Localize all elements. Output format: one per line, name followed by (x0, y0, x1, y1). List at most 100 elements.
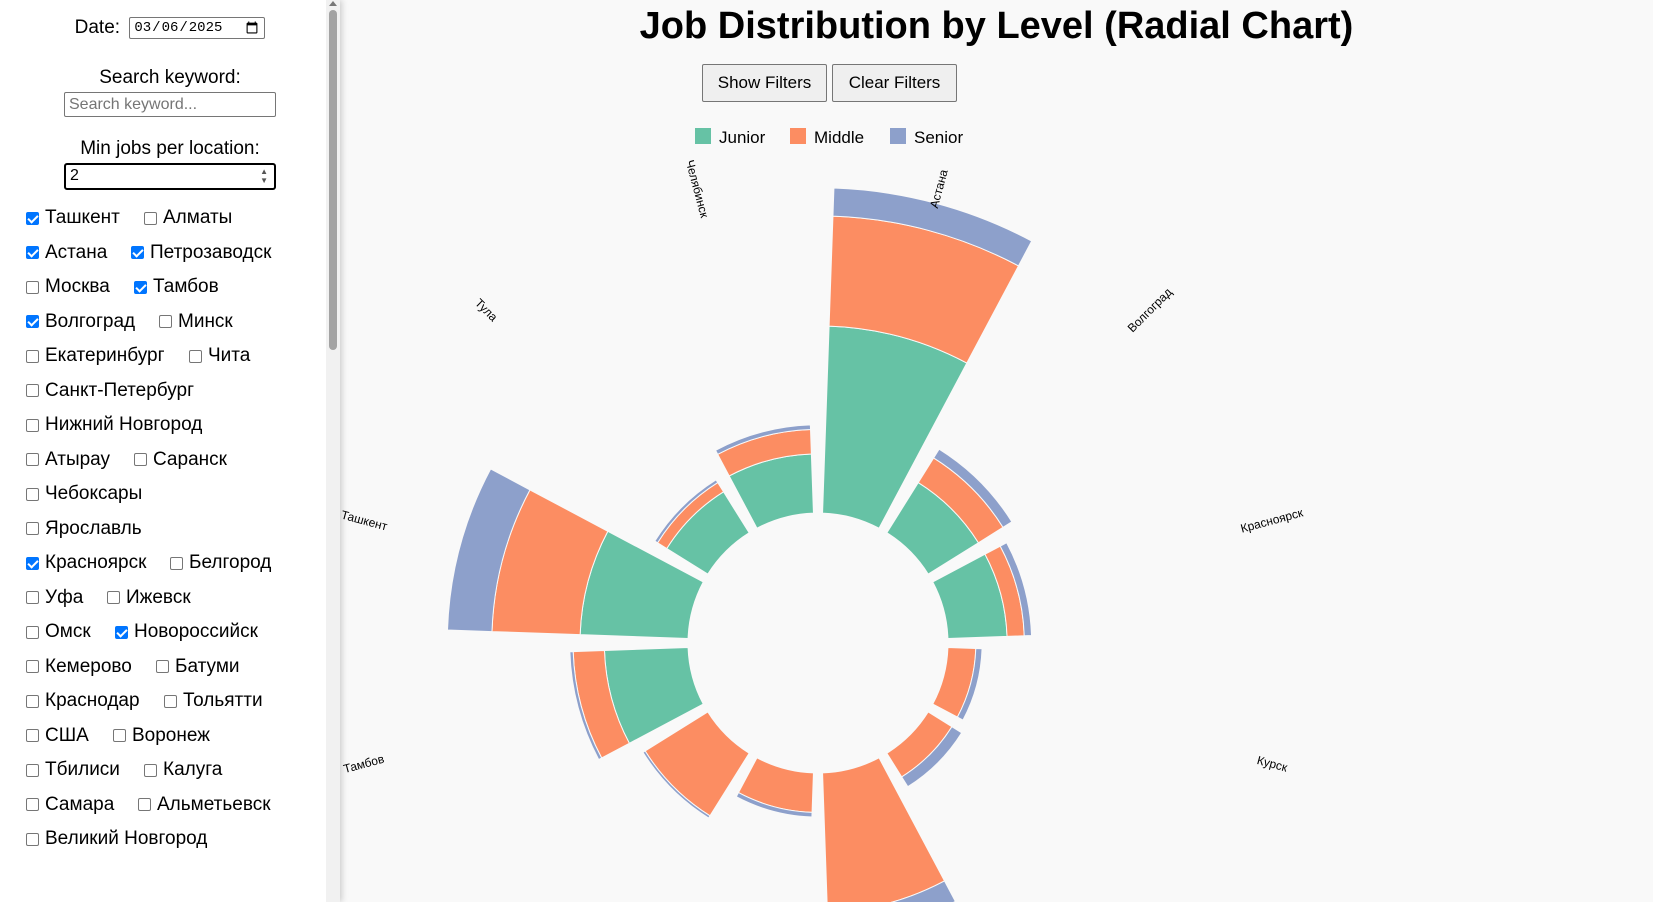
checkbox-unchecked-icon[interactable] (26, 660, 39, 673)
checkbox-checked-icon[interactable] (26, 315, 39, 328)
bar-segment-middle[interactable] (737, 757, 814, 813)
checkbox-unchecked-icon[interactable] (26, 522, 39, 535)
checkbox-unchecked-icon[interactable] (26, 453, 39, 466)
checkbox-unchecked-icon[interactable] (170, 556, 183, 570)
checkbox-unchecked-icon[interactable] (26, 349, 39, 363)
location-checkbox[interactable]: Тамбов (134, 276, 219, 298)
location-checkbox[interactable]: Тольятти (164, 690, 263, 712)
location-checkbox[interactable]: Белгород (170, 552, 271, 574)
location-checkbox[interactable]: Чебоксары (26, 483, 142, 505)
checkbox-unchecked-icon[interactable] (26, 625, 39, 639)
checkbox-unchecked-icon[interactable] (26, 280, 39, 294)
bar-segment-middle[interactable] (644, 711, 750, 817)
location-checkbox[interactable]: Калуга (144, 759, 222, 781)
checkbox-checked-icon[interactable] (131, 246, 144, 259)
checkbox-unchecked-icon[interactable] (156, 660, 169, 673)
location-checkbox[interactable]: Санкт-Петербург (26, 380, 194, 402)
bar-segment-senior[interactable] (999, 542, 1033, 637)
checkbox-unchecked-icon[interactable] (159, 315, 172, 328)
location-checkbox[interactable]: Екатеринбург (26, 345, 165, 367)
checkbox-unchecked-icon[interactable] (144, 763, 157, 777)
checkbox-checked-icon[interactable] (134, 280, 147, 294)
checkbox-unchecked-icon[interactable] (26, 487, 39, 501)
legend-swatch-junior (695, 128, 711, 144)
bar-segment-senior[interactable] (956, 648, 983, 721)
filters-sidebar: Date: Search keyword: Min jobs per locat… (0, 0, 340, 902)
sidebar-scrollbar[interactable] (326, 0, 340, 902)
location-label: Алматы (163, 207, 233, 228)
bar-segment-senior[interactable] (932, 448, 1013, 529)
bar-segment-senior[interactable] (569, 651, 603, 761)
location-checkbox[interactable]: Батуми (156, 656, 240, 678)
checkbox-unchecked-icon[interactable] (134, 453, 147, 466)
location-label: Минск (178, 310, 233, 332)
bar-segment-senior[interactable] (827, 880, 957, 902)
bar-segment-senior[interactable] (900, 725, 963, 788)
checkbox-checked-icon[interactable] (26, 556, 39, 570)
bar-segment-middle[interactable] (822, 757, 946, 902)
checkbox-unchecked-icon[interactable] (107, 591, 120, 604)
location-checkbox[interactable]: Ижевск (107, 587, 191, 609)
spinner-arrows-icon[interactable]: ▲ ▼ (260, 167, 268, 185)
checkbox-unchecked-icon[interactable] (189, 349, 202, 363)
show-filters-button[interactable]: Show Filters (702, 64, 827, 102)
bar-segment-senior[interactable] (714, 424, 812, 456)
location-checkbox[interactable]: США (26, 725, 89, 747)
checkbox-unchecked-icon[interactable] (26, 591, 39, 604)
location-checkbox[interactable]: Нижний Новгород (26, 414, 202, 436)
location-label: Санкт-Петербург (45, 379, 195, 401)
location-checkbox[interactable]: Саранск (134, 449, 227, 471)
location-checkbox[interactable]: Кемерово (26, 656, 132, 678)
bar-segment-senior[interactable] (642, 750, 711, 819)
location-checkbox[interactable]: Чита (189, 345, 250, 367)
location-checkbox[interactable]: Тбилиси (26, 759, 120, 781)
location-checkbox[interactable]: Астана (26, 242, 107, 264)
checkbox-checked-icon[interactable] (115, 625, 128, 639)
location-checkbox[interactable]: Омск (26, 621, 91, 643)
location-checkbox[interactable]: Новороссийск (115, 621, 258, 643)
bar-segment-senior[interactable] (735, 791, 813, 818)
location-label: Великий Новгород (45, 828, 208, 849)
checkbox-unchecked-icon[interactable] (26, 694, 39, 708)
location-checkbox[interactable]: Красноярск (26, 552, 146, 574)
location-label: Краснодар (45, 690, 140, 711)
location-checkbox[interactable]: Альметьевск (138, 794, 271, 816)
keyword-input[interactable] (64, 92, 276, 117)
checkbox-checked-icon[interactable] (26, 246, 39, 259)
clear-filters-button[interactable]: Clear Filters (832, 64, 957, 102)
location-checkbox[interactable]: Краснодар (26, 690, 140, 712)
bar-segment-senior[interactable] (832, 187, 1033, 267)
checkbox-checked-icon[interactable] (26, 211, 39, 225)
location-checkbox[interactable]: Минск (159, 311, 233, 333)
bar-segment-senior[interactable] (654, 479, 719, 544)
checkbox-unchecked-icon[interactable] (138, 798, 151, 811)
location-checkbox[interactable]: Ташкент (26, 207, 120, 229)
location-checkbox[interactable]: Воронеж (113, 725, 210, 747)
checkbox-unchecked-icon[interactable] (26, 763, 39, 777)
location-checkbox[interactable]: Ярославль (26, 518, 142, 540)
checkbox-unchecked-icon[interactable] (26, 384, 39, 397)
scrollbar-thumb[interactable] (329, 10, 337, 350)
checkbox-unchecked-icon[interactable] (26, 418, 39, 432)
location-checkbox[interactable]: Волгоград (26, 311, 135, 333)
bar-segment-senior[interactable] (446, 468, 531, 633)
checkbox-unchecked-icon[interactable] (113, 729, 126, 742)
location-checkbox[interactable]: Великий Новгород (26, 828, 207, 850)
location-checkbox[interactable]: Уфа (26, 587, 83, 609)
checkbox-unchecked-icon[interactable] (26, 832, 39, 846)
checkbox-unchecked-icon[interactable] (144, 211, 157, 225)
checkbox-unchecked-icon[interactable] (26, 729, 39, 742)
location-checkbox[interactable]: Алматы (144, 207, 232, 229)
location-checkbox[interactable]: Атырау (26, 449, 110, 471)
location-label: Тольятти (183, 690, 263, 711)
location-label: Альметьевск (157, 793, 271, 815)
scroll-up-arrow-icon[interactable] (329, 1, 337, 6)
location-checkbox[interactable]: Самара (26, 794, 114, 816)
min-jobs-input[interactable]: 2 ▲ ▼ (64, 163, 276, 190)
bar-segment-junior[interactable] (666, 491, 750, 575)
location-checkbox[interactable]: Москва (26, 276, 110, 298)
date-input[interactable] (129, 17, 266, 39)
checkbox-unchecked-icon[interactable] (26, 798, 39, 811)
checkbox-unchecked-icon[interactable] (164, 694, 177, 708)
location-checkbox[interactable]: Петрозаводск (131, 242, 271, 264)
